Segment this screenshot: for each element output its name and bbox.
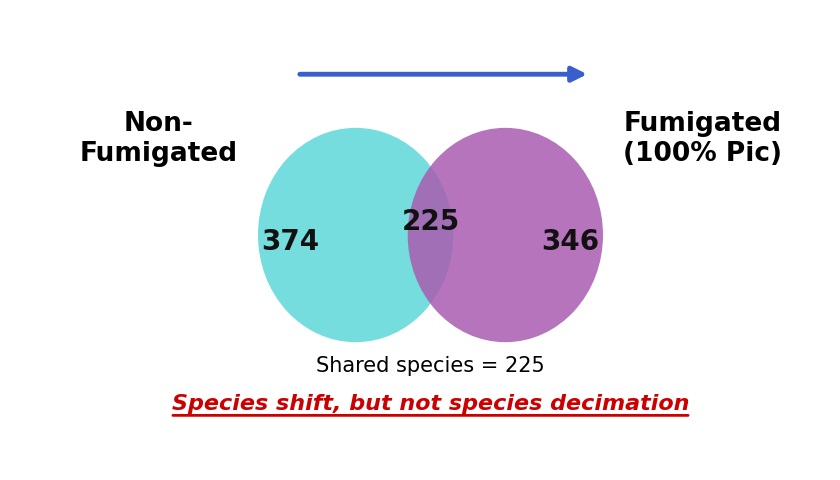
Text: 225: 225 [402, 208, 459, 236]
Ellipse shape [407, 128, 603, 342]
Text: Shared species = 225: Shared species = 225 [316, 356, 545, 376]
Text: Non-
Fumigated: Non- Fumigated [79, 111, 238, 167]
Text: Fumigated
(100% Pic): Fumigated (100% Pic) [623, 111, 782, 167]
Text: Species shift, but not species decimation: Species shift, but not species decimatio… [171, 394, 690, 414]
Ellipse shape [258, 128, 454, 342]
Text: 346: 346 [542, 228, 600, 256]
Text: 374: 374 [261, 228, 319, 256]
